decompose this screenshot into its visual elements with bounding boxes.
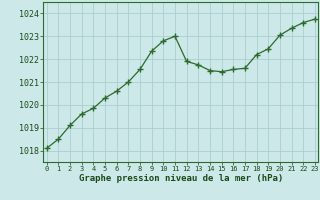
- X-axis label: Graphe pression niveau de la mer (hPa): Graphe pression niveau de la mer (hPa): [79, 174, 283, 183]
